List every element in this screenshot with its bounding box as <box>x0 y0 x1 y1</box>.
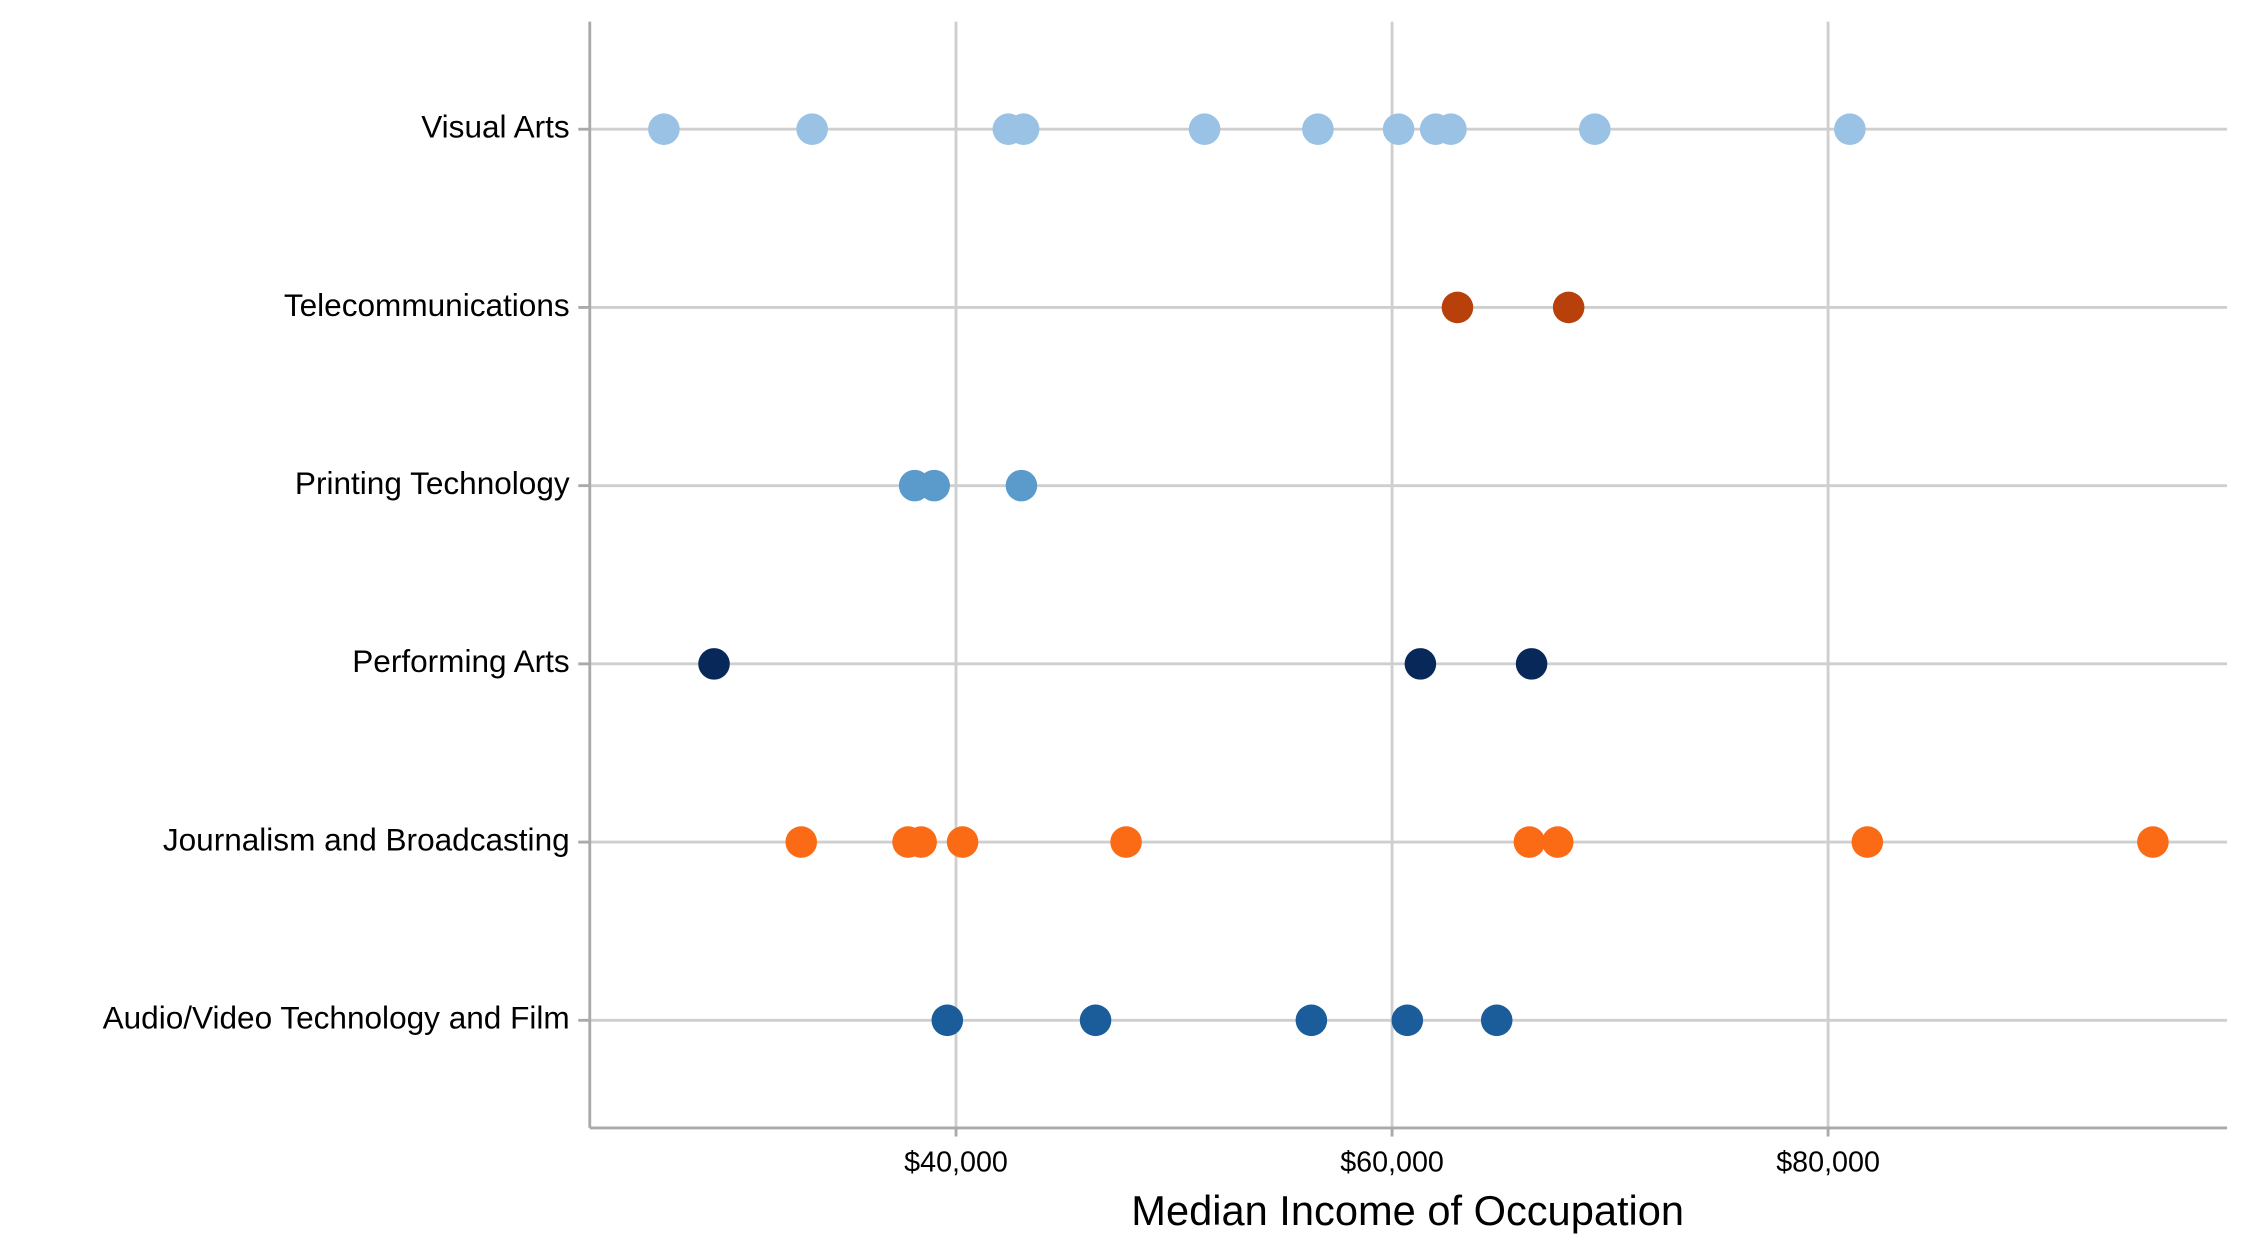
y-tick-label: Telecommunications <box>284 287 570 323</box>
dot <box>1391 1004 1424 1037</box>
dot <box>1007 113 1040 145</box>
y-tick-label: Performing Arts <box>352 643 569 679</box>
dot <box>796 113 828 145</box>
dot <box>1188 113 1221 145</box>
dot <box>1541 826 1574 858</box>
dot <box>1515 648 1548 680</box>
dot <box>648 113 680 145</box>
x-tick-label: $60,000 <box>1340 1146 1444 1178</box>
dot <box>1079 1004 1112 1037</box>
y-tick-label: Audio/Video Technology and Film <box>103 1000 570 1036</box>
dot <box>1552 291 1585 324</box>
dot <box>1404 648 1437 680</box>
dot <box>918 469 951 502</box>
dot <box>698 648 730 680</box>
dot <box>1005 469 1038 502</box>
dot <box>1579 113 1611 145</box>
dot <box>2137 826 2169 858</box>
dot <box>1295 1004 1328 1037</box>
x-tick-label: $40,000 <box>904 1146 1008 1178</box>
dot <box>1302 113 1334 145</box>
dot <box>1435 113 1467 145</box>
dot <box>785 826 818 858</box>
y-tick-label: Visual Arts <box>421 109 569 145</box>
x-axis-title: Median Income of Occupation <box>1131 1187 1684 1234</box>
dot <box>1110 826 1142 858</box>
y-tick-label: Journalism and Broadcasting <box>163 821 570 857</box>
y-tick-label: Printing Technology <box>295 465 570 501</box>
x-tick-label: $80,000 <box>1776 1146 1880 1178</box>
dot <box>1851 826 1884 858</box>
dot <box>1513 826 1546 858</box>
dot <box>1834 113 1866 145</box>
dot <box>931 1004 964 1037</box>
dot <box>1441 291 1474 324</box>
dot <box>1480 1004 1513 1037</box>
dot <box>946 826 979 858</box>
dot <box>1382 113 1415 145</box>
dot <box>905 826 937 858</box>
